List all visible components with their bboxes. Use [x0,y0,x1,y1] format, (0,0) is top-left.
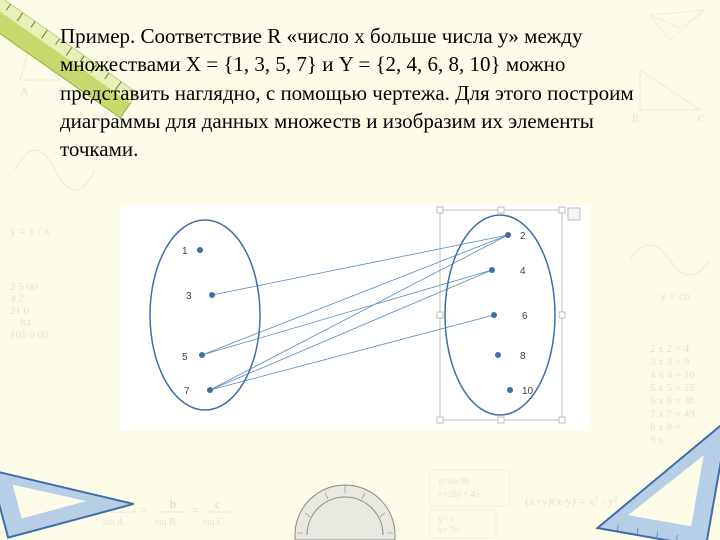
selection-handle [437,207,443,213]
y-label-10: 10 [522,386,534,397]
slide-page: A C B C y = 1 / x 2 5 00 4 2 21 0 84 105… [0,0,720,540]
y-dot-6 [491,312,497,318]
selection-handle [498,417,504,423]
bipartite-diagram: 1 3 5 7 2 4 6 8 10 [120,205,590,430]
selection-handle [437,417,443,423]
selection-handle [559,207,565,213]
example-text: Пример. Соответствие R «число x больше ч… [60,22,660,164]
x-dot-7 [207,387,213,393]
x-dot-3 [209,292,215,298]
y-dot-10 [507,387,513,393]
selection-handle [498,207,504,213]
selection-handle [559,417,565,423]
selection-options-icon [568,208,580,220]
x-label-7: 7 [184,386,190,397]
x-dot-5 [199,352,205,358]
y-label-6: 6 [522,311,528,322]
y-label-8: 8 [520,351,526,362]
x-dot-1 [197,247,203,253]
x-label-5: 5 [182,352,188,363]
x-label-1: 1 [182,246,188,257]
y-label-2: 2 [520,231,526,242]
y-dot-8 [495,352,501,358]
y-dot-4 [489,267,495,273]
y-dot-2 [505,232,511,238]
x-label-3: 3 [186,291,192,302]
selection-handle [437,312,443,318]
selection-handle [559,312,565,318]
y-label-4: 4 [520,266,526,277]
